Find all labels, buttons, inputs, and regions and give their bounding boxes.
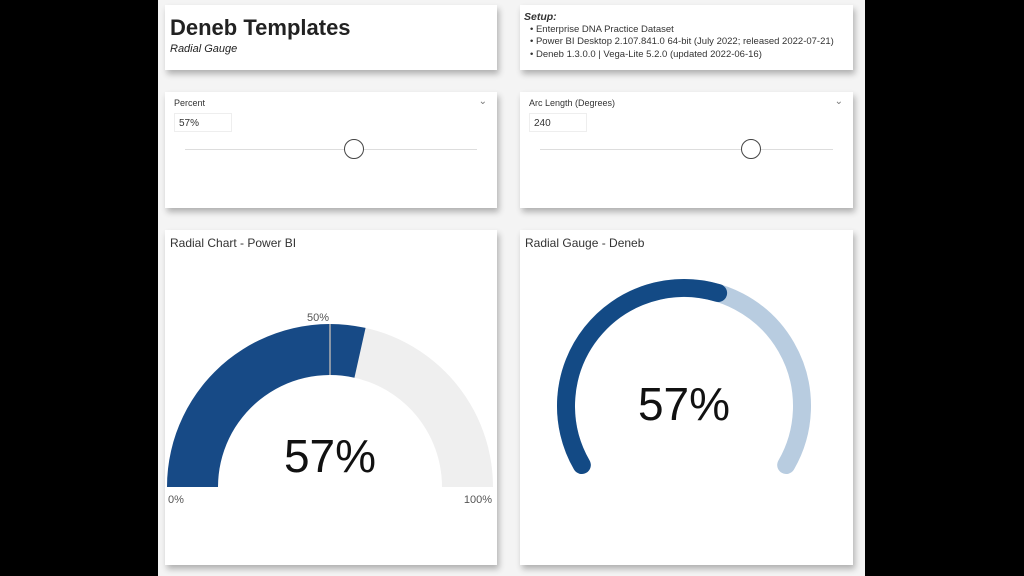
chevron-down-icon[interactable]: ⌄ xyxy=(478,96,487,107)
slider-track[interactable] xyxy=(540,139,833,159)
title-card: Deneb Templates Radial Gauge xyxy=(165,5,497,70)
slicer-label: Arc Length (Degrees) xyxy=(529,98,616,108)
slider-thumb[interactable] xyxy=(344,139,365,159)
setup-card: Setup: Enterprise DNA Practice Dataset P… xyxy=(520,5,853,70)
setup-item: Deneb 1.3.0.0 | Vega-Lite 5.2.0 (updated… xyxy=(530,49,834,62)
setup-heading: Setup: xyxy=(524,11,557,23)
deneb-gauge: 57% xyxy=(557,279,811,474)
percent-slicer: Percent ⌄ 57% xyxy=(165,92,497,208)
value-label: 57% xyxy=(284,430,376,482)
setup-item: Enterprise DNA Practice Dataset xyxy=(530,24,834,37)
slider-thumb[interactable] xyxy=(740,139,761,159)
page-title: Deneb Templates xyxy=(170,15,351,40)
gauge-fill xyxy=(167,324,366,487)
chart-title: Radial Chart - Power BI xyxy=(170,236,297,250)
deneb-gauge-card: Radial Gauge - Deneb 57% xyxy=(520,230,853,565)
chevron-down-icon[interactable]: ⌄ xyxy=(834,96,843,107)
percent-input[interactable]: 57% xyxy=(174,113,232,132)
arc-length-slicer: Arc Length (Degrees) ⌄ 240 xyxy=(520,92,853,208)
powerbi-gauge: 50% 57% 0% 100% xyxy=(167,312,493,506)
powerbi-gauge-card: Radial Chart - Power BI 50% 57% 0% 100% xyxy=(165,230,497,565)
value-label: 57% xyxy=(638,378,730,430)
min-label: 0% xyxy=(168,494,184,506)
slicer-label: Percent xyxy=(174,98,206,108)
chart-title: Radial Gauge - Deneb xyxy=(525,236,645,250)
target-label: 50% xyxy=(307,312,329,324)
arc-length-input[interactable]: 240 xyxy=(529,113,587,132)
gauge-fill xyxy=(557,279,728,474)
max-label: 100% xyxy=(464,494,492,506)
setup-item: Power BI Desktop 2.107.841.0 64-bit (Jul… xyxy=(530,36,834,49)
report-canvas: Deneb Templates Radial Gauge Setup: Ente… xyxy=(158,0,865,576)
page-subtitle: Radial Gauge xyxy=(170,43,238,55)
slider-track[interactable] xyxy=(185,139,477,159)
